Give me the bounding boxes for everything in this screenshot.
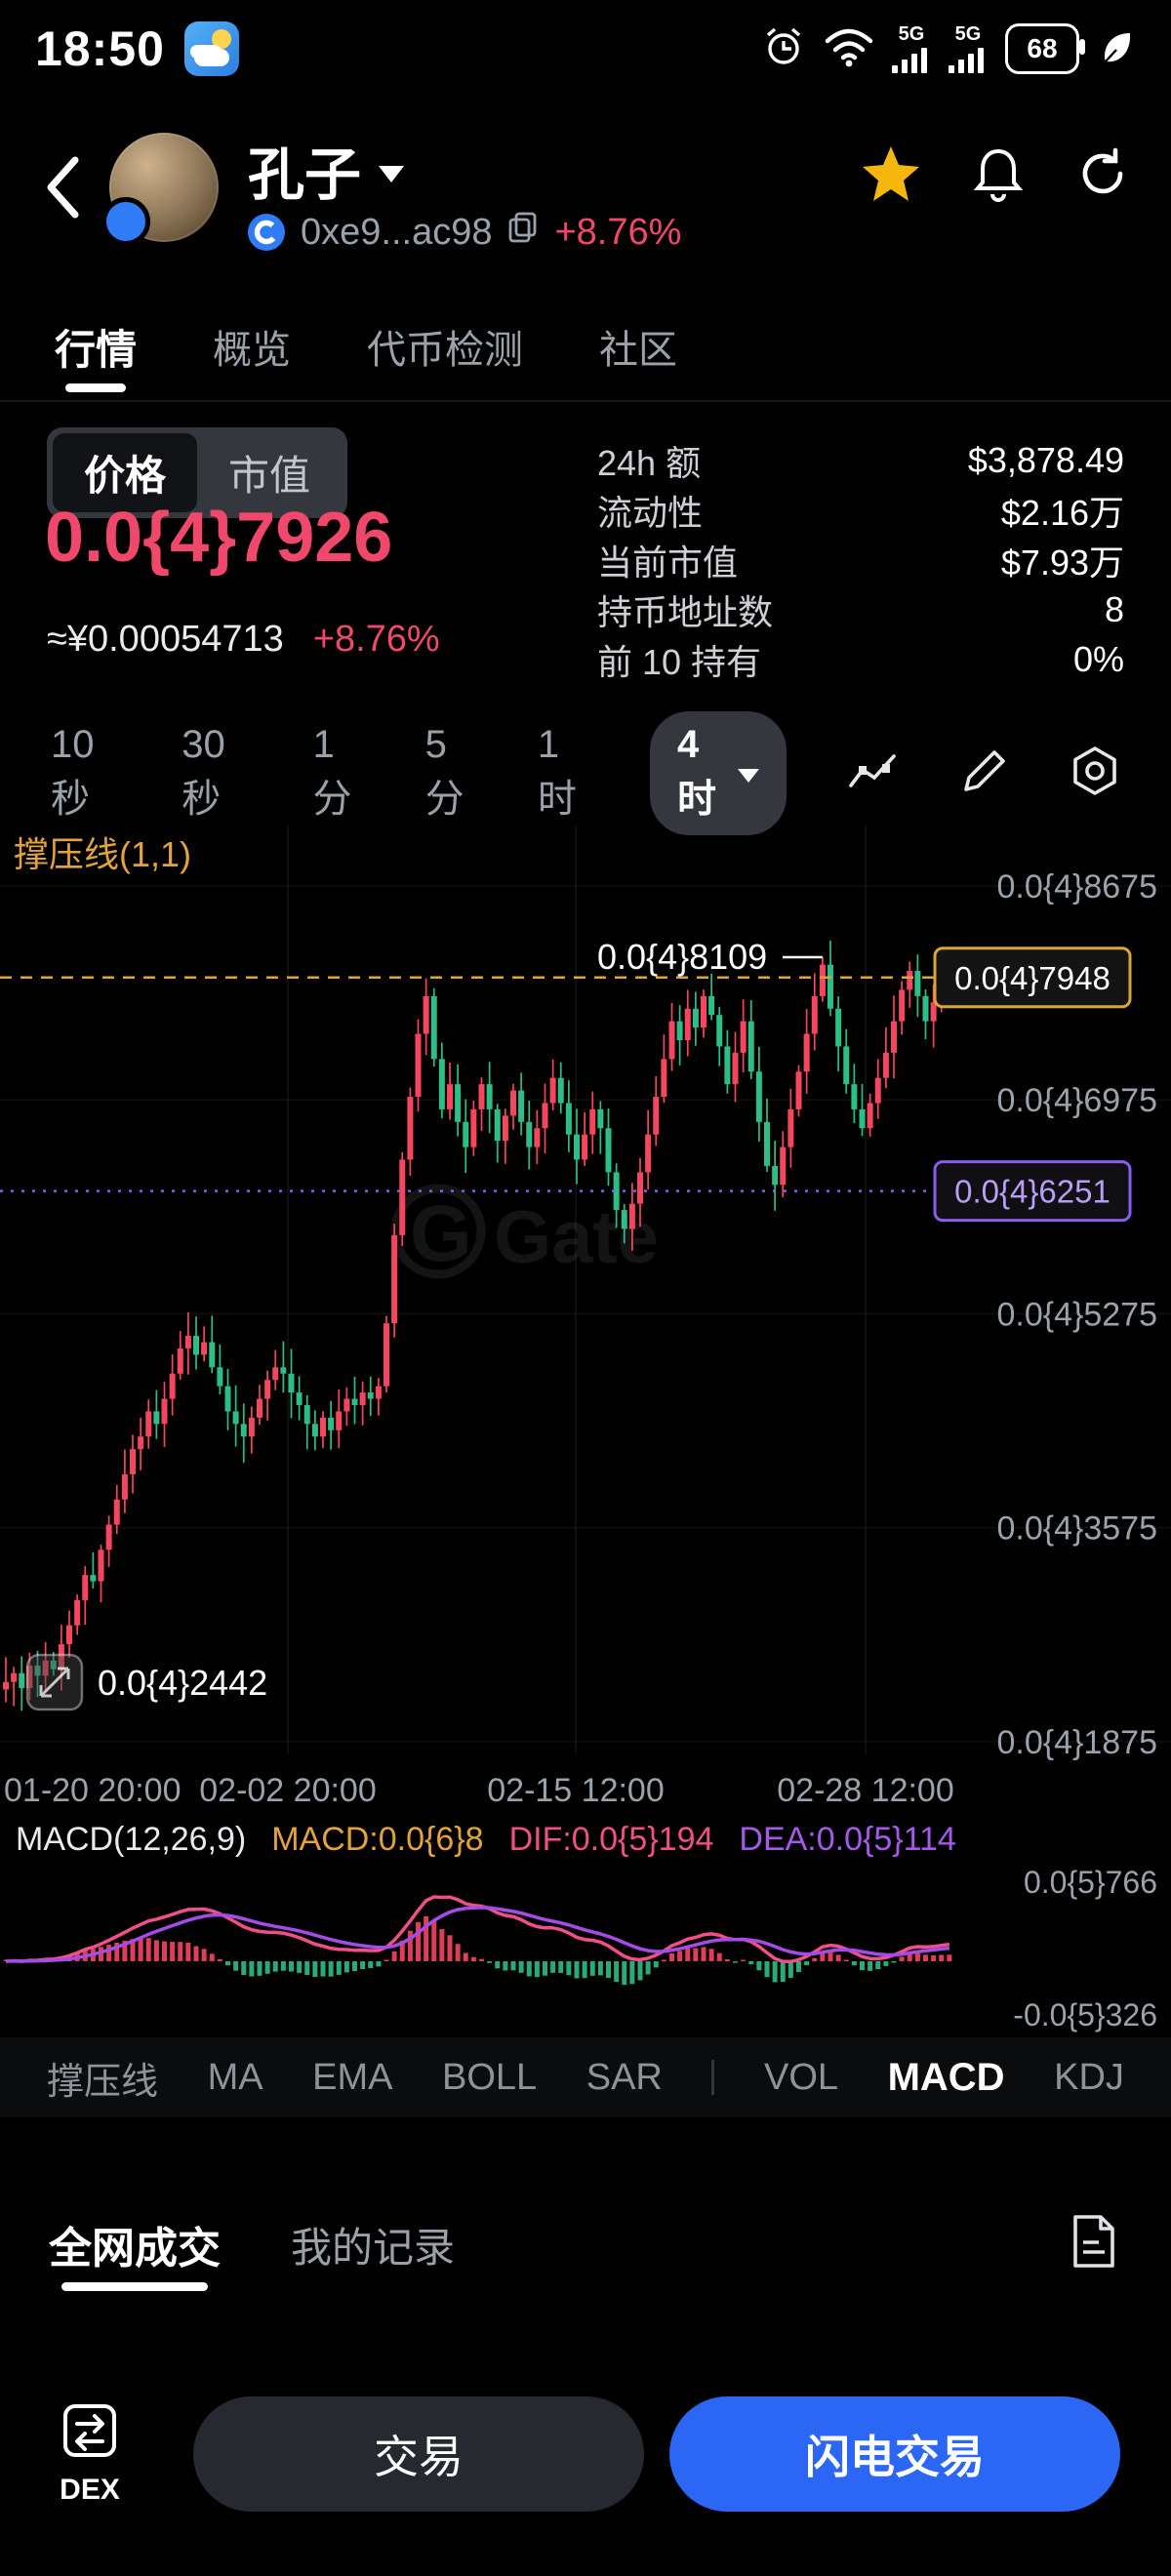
indicator-bar: 撑压线 MA EMA BOLL SAR VOL MACD KDJ bbox=[0, 2037, 1171, 2117]
svg-text:02-02 20:00: 02-02 20:00 bbox=[199, 1772, 377, 1809]
dex-label: DEX bbox=[60, 2474, 120, 2506]
chart-settings-icon[interactable] bbox=[1070, 745, 1120, 801]
refresh-icon[interactable] bbox=[1075, 146, 1130, 206]
back-button[interactable] bbox=[33, 146, 92, 228]
svg-text:0.0{4}3575: 0.0{4}3575 bbox=[996, 1510, 1157, 1548]
price-change: +8.76% bbox=[312, 619, 440, 660]
chevron-down-icon bbox=[738, 769, 760, 783]
chain-badge-icon bbox=[101, 197, 150, 246]
svg-text:0.0{4}6975: 0.0{4}6975 bbox=[996, 1082, 1157, 1119]
chevron-down-icon bbox=[379, 165, 405, 182]
dea-value: DEA:0.0{5}114 bbox=[739, 1821, 956, 1858]
ind-supportline[interactable]: 撑压线 bbox=[47, 2061, 159, 2103]
tf-1m[interactable]: 1分 bbox=[312, 722, 352, 821]
clock-time: 18:50 bbox=[35, 21, 165, 76]
token-name: 孔子 bbox=[248, 143, 362, 207]
svg-text:撑压线(1,1): 撑压线(1,1) bbox=[14, 834, 191, 874]
stat-liquidity: 流动性 $2.16万 bbox=[597, 492, 1124, 533]
macd-title: MACD(12,26,9) bbox=[16, 1821, 247, 1858]
trades-tabs: 全网成交 我的记录 bbox=[0, 2194, 1171, 2295]
chain-icon bbox=[248, 214, 285, 251]
tab-token-check[interactable]: 代币检测 bbox=[367, 329, 524, 372]
chart-type-icon[interactable] bbox=[847, 748, 900, 798]
svg-text:0.0{5}766: 0.0{5}766 bbox=[1024, 1868, 1157, 1900]
tab-market[interactable]: 行情 bbox=[55, 293, 137, 400]
signal-icon-sim1: 5G bbox=[892, 24, 931, 73]
token-header: 孔子 0xe9...ac98 +8.76% bbox=[0, 115, 1171, 291]
ind-kdj[interactable]: KDJ bbox=[1054, 2056, 1124, 2098]
toggle-price[interactable]: 价格 bbox=[53, 433, 198, 512]
stat-holders: 持币地址数 8 bbox=[597, 588, 1124, 632]
alarm-icon bbox=[761, 24, 806, 74]
tf-10s[interactable]: 10秒 bbox=[51, 722, 95, 821]
svg-text:02-28 12:00: 02-28 12:00 bbox=[777, 1772, 954, 1809]
svg-text:0.0{4}5275: 0.0{4}5275 bbox=[996, 1296, 1157, 1333]
wifi-icon bbox=[824, 25, 874, 73]
macd-header: MACD(12,26,9) MACD:0.0{6}8 DIF:0.0{5}194… bbox=[16, 1821, 956, 1859]
network-type-label: 5G bbox=[898, 23, 925, 45]
svg-text:0.0{4}2442: 0.0{4}2442 bbox=[98, 1663, 267, 1703]
svg-text:0.0{4}8675: 0.0{4}8675 bbox=[996, 868, 1157, 906]
draw-pencil-icon[interactable] bbox=[960, 746, 1009, 800]
price-marketcap-toggle: 价格 市值 bbox=[47, 427, 348, 518]
trade-history-doc-icon[interactable] bbox=[1068, 2213, 1120, 2274]
price-cny: ≈¥0.00054713 bbox=[47, 619, 284, 660]
tab-overview[interactable]: 概览 bbox=[213, 329, 292, 372]
tab-all-trades[interactable]: 全网成交 bbox=[49, 2194, 221, 2295]
svg-text:0.0{4}6251: 0.0{4}6251 bbox=[954, 1174, 1110, 1210]
stat-marketcap: 当前市值 $7.93万 bbox=[597, 542, 1124, 583]
svg-text:0.0{4}7948: 0.0{4}7948 bbox=[954, 960, 1110, 996]
battery-icon: 68 bbox=[1005, 23, 1085, 74]
svg-text:01-20 20:00: 01-20 20:00 bbox=[4, 1772, 182, 1809]
stat-top10: 前 10 持有 0% bbox=[597, 638, 1124, 682]
bottom-action-bar: DEX 交易 闪电交易 bbox=[0, 2377, 1171, 2576]
toggle-marketcap[interactable]: 市值 bbox=[228, 453, 311, 499]
ind-ema[interactable]: EMA bbox=[312, 2056, 393, 2098]
network-type-label: 5G bbox=[954, 23, 982, 45]
signal-icon-sim2: 5G bbox=[949, 24, 988, 73]
ind-macd[interactable]: MACD bbox=[887, 2055, 1005, 2099]
token-title-row[interactable]: 孔子 bbox=[248, 129, 405, 211]
candlestick-chart[interactable]: G Gate 0.0{4}6251 0.0{4}7948 0.0{4}8109 0.0{… bbox=[0, 825, 1171, 1815]
svg-text:02-15 12:00: 02-15 12:00 bbox=[487, 1772, 665, 1809]
tab-community[interactable]: 社区 bbox=[599, 329, 678, 372]
flash-trade-button[interactable]: 闪电交易 bbox=[669, 2396, 1120, 2512]
stat-volume: 24h 额 $3,878.49 bbox=[597, 439, 1124, 483]
svg-text:-0.0{5}326: -0.0{5}326 bbox=[1013, 1997, 1157, 2033]
token-price: 0.0{4}7926 bbox=[45, 499, 393, 577]
contract-address: 0xe9...ac98 bbox=[301, 211, 493, 253]
ind-ma[interactable]: MA bbox=[207, 2056, 263, 2098]
divider bbox=[711, 2060, 715, 2095]
page-tabs: 行情 概览 代币检测 社区 bbox=[0, 293, 1171, 402]
token-stats: 24h 额 $3,878.49 流动性 $2.16万 当前市值 $7.93万 持… bbox=[597, 435, 1124, 684]
timeframe-bar: 10秒 30秒 1分 5分 1时 4时 bbox=[0, 710, 1171, 835]
tf-5m[interactable]: 5分 bbox=[424, 722, 464, 821]
svg-text:0.0{4}8109: 0.0{4}8109 bbox=[597, 937, 767, 977]
svg-text:0.0{4}1875: 0.0{4}1875 bbox=[996, 1724, 1157, 1761]
ind-vol[interactable]: VOL bbox=[763, 2056, 839, 2098]
price-change-badge: +8.76% bbox=[554, 211, 682, 253]
macd-value: MACD:0.0{6}8 bbox=[271, 1821, 484, 1858]
ind-sar[interactable]: SAR bbox=[586, 2056, 663, 2098]
dex-button[interactable]: DEX bbox=[53, 2400, 127, 2507]
notification-bell-icon[interactable] bbox=[972, 145, 1025, 207]
svg-text:G: G bbox=[410, 1189, 472, 1278]
battery-percent: 68 bbox=[1027, 33, 1058, 63]
dif-value: DIF:0.0{5}194 bbox=[508, 1821, 714, 1858]
eco-leaf-icon bbox=[1097, 27, 1136, 71]
token-subtitle-row: 0xe9...ac98 +8.76% bbox=[248, 211, 681, 254]
tf-30s[interactable]: 30秒 bbox=[182, 722, 225, 821]
tf-selected-4h[interactable]: 4时 bbox=[650, 710, 787, 835]
tab-my-records[interactable]: 我的记录 bbox=[291, 2224, 456, 2271]
macd-chart[interactable]: 0.0{5}766 -0.0{5}326 bbox=[0, 1865, 1171, 2033]
trade-button[interactable]: 交易 bbox=[193, 2396, 644, 2512]
favorite-star-icon[interactable] bbox=[861, 144, 921, 208]
tf-1h[interactable]: 1时 bbox=[537, 722, 577, 821]
weather-icon bbox=[183, 21, 239, 76]
token-avatar[interactable] bbox=[101, 133, 219, 246]
ind-boll[interactable]: BOLL bbox=[442, 2056, 538, 2098]
status-bar: 18:50 5G bbox=[0, 0, 1171, 98]
copy-icon[interactable] bbox=[507, 211, 539, 254]
